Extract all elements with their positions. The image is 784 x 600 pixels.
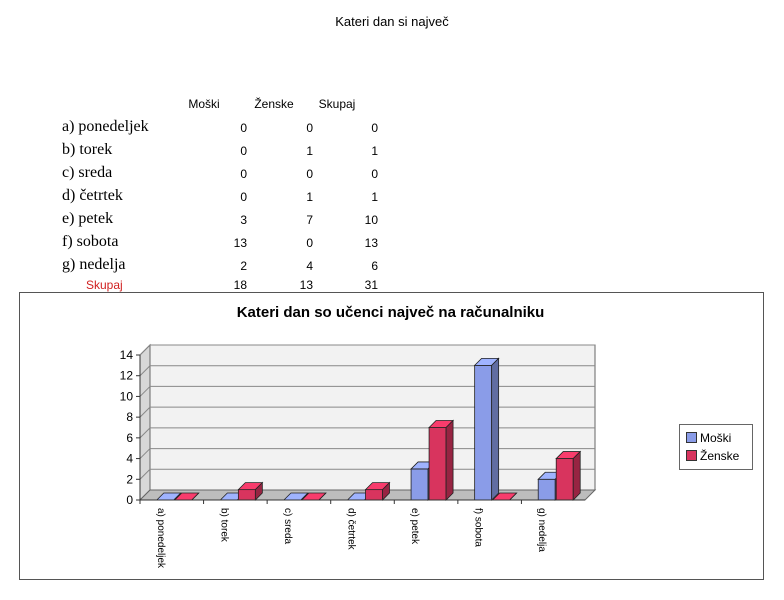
y-tick-label: 14 xyxy=(120,348,134,362)
bar-side xyxy=(382,481,390,501)
total-skupaj: 31 xyxy=(364,278,378,292)
gridline-side xyxy=(139,427,151,439)
legend-label-zenske: Ženske xyxy=(700,449,740,463)
y-tick-label: 12 xyxy=(120,369,134,383)
x-tick-label: b) torek xyxy=(218,508,229,543)
y-tick-label: 6 xyxy=(126,431,133,445)
bar-moski xyxy=(410,468,429,501)
table-row-label: e) petek xyxy=(62,210,114,227)
table-cell: 1 xyxy=(306,144,313,158)
total-moski: 18 xyxy=(233,278,247,292)
header-zenske: Ženske xyxy=(254,97,294,111)
bar-zenske xyxy=(555,458,574,501)
x-tick-label: g) nedelja xyxy=(536,508,547,552)
chart-title: Kateri dan so učenci največ na računalni… xyxy=(236,304,545,321)
table-cell: 0 xyxy=(306,236,313,250)
y-tick-label: 8 xyxy=(126,410,133,424)
table-cell: 0 xyxy=(240,121,247,135)
x-tick-label: c) sreda xyxy=(282,508,293,545)
table-cell: 4 xyxy=(306,259,313,273)
page-title: Kateri dan si največ xyxy=(335,14,449,29)
gridline-side xyxy=(139,344,151,356)
chart-back-wall xyxy=(149,344,596,491)
table-cell: 0 xyxy=(240,167,247,181)
bar-side xyxy=(254,481,263,501)
x-tick-label: e) petek xyxy=(409,508,420,545)
y-tick-label: 0 xyxy=(126,493,133,507)
bar-side xyxy=(509,492,517,501)
table-row-label: c) sreda xyxy=(62,164,113,181)
table-cell: 0 xyxy=(306,167,313,181)
bar-side xyxy=(300,492,309,501)
table-cell: 0 xyxy=(240,144,247,158)
y-tick-label: 2 xyxy=(126,472,133,486)
table-cell: 1 xyxy=(306,190,313,204)
gridline-side xyxy=(139,448,151,459)
x-tick-label: d) četrtek xyxy=(346,508,357,551)
bar-zenske xyxy=(428,427,447,501)
gridline-side xyxy=(139,365,151,377)
table-row-label: d) četrtek xyxy=(62,187,123,204)
bar-side xyxy=(191,492,200,501)
bar-side xyxy=(491,357,500,501)
bar-zenske xyxy=(365,489,383,501)
x-tick-label: f) sobota xyxy=(473,508,484,547)
header-moski: Moški xyxy=(188,97,220,111)
gridline-side xyxy=(139,386,151,397)
table-row-label: f) sobota xyxy=(62,233,119,250)
header-skupaj: Skupaj xyxy=(318,97,356,111)
legend-swatch-zenske xyxy=(686,450,697,461)
table-row-label: g) nedelja xyxy=(62,256,126,273)
table-cell: 1 xyxy=(371,190,378,204)
table-cell: 0 xyxy=(240,190,247,204)
bar-moski xyxy=(537,478,556,501)
bar-side xyxy=(572,450,581,501)
table-cell: 1 xyxy=(371,144,378,158)
legend-item-zenske: Ženske xyxy=(686,448,739,464)
gridline-side xyxy=(139,468,151,480)
table-row-label: a) ponedeljek xyxy=(62,118,149,135)
table-cell: 2 xyxy=(240,259,247,273)
total-label: Skupaj xyxy=(86,278,123,292)
bar-side xyxy=(318,492,327,501)
y-tick-label: 10 xyxy=(120,389,134,403)
table-row-label: b) torek xyxy=(62,141,113,158)
bar-zenske xyxy=(237,489,256,501)
bar-side xyxy=(445,419,454,501)
x-tick-label: a) ponedeljek xyxy=(155,508,166,569)
table-cell: 0 xyxy=(371,167,378,181)
bar-side xyxy=(173,492,182,501)
table-cell: 0 xyxy=(371,121,378,135)
table-cell: 10 xyxy=(364,213,378,227)
table-cell: 6 xyxy=(371,259,378,273)
bar-moski xyxy=(474,364,493,501)
total-zenske: 13 xyxy=(299,278,313,292)
table-cell: 7 xyxy=(306,213,313,227)
table-cell: 13 xyxy=(364,236,378,250)
legend-item-moski: Moški xyxy=(686,430,731,446)
gridline-side xyxy=(139,406,151,418)
chart-legend: Moški Ženske xyxy=(679,424,753,470)
legend-swatch-moski xyxy=(686,432,697,443)
table-cell: 0 xyxy=(306,121,313,135)
legend-label-moski: Moški xyxy=(700,431,732,445)
chart-side-wall xyxy=(139,343,151,502)
table-cell: 3 xyxy=(240,213,247,227)
y-tick-label: 4 xyxy=(126,452,133,466)
table-cell: 13 xyxy=(233,236,247,250)
